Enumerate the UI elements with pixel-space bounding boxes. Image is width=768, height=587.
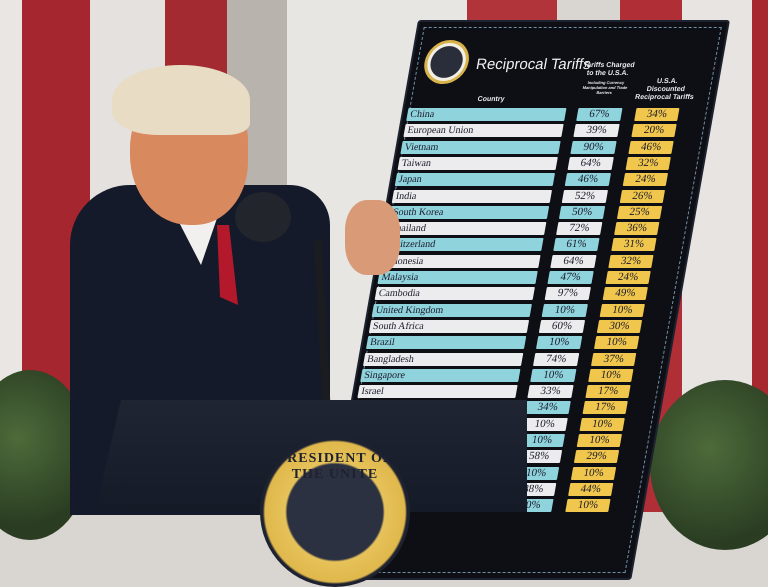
header-charged-group: Tariffs Charged to the U.S.A. Including … xyxy=(577,62,637,95)
discounted-cell: 37% xyxy=(591,352,637,366)
country-cell: South Korea xyxy=(388,205,550,219)
table-row: South Africa 60% 30% xyxy=(365,319,667,334)
table-row: Cambodia 97% 49% xyxy=(370,287,672,301)
charged-cell: 34% xyxy=(524,401,571,415)
discounted-cell: 10% xyxy=(570,466,617,480)
country-cell: Singapore xyxy=(360,368,521,382)
discounted-cell: 10% xyxy=(599,303,645,317)
country-cell: Taiwan xyxy=(397,156,558,170)
charged-cell: 90% xyxy=(570,140,617,154)
country-cell: Thailand xyxy=(386,222,547,236)
discounted-cell: 34% xyxy=(634,108,680,121)
charged-cell: 97% xyxy=(544,287,591,301)
header-country: Country xyxy=(476,96,506,103)
discounted-cell: 44% xyxy=(568,482,614,496)
table-row: Singapore 10% 10% xyxy=(356,368,658,383)
discounted-cell: 25% xyxy=(616,205,663,219)
discounted-cell: 30% xyxy=(596,319,643,333)
country-cell: Indonesia xyxy=(380,254,541,268)
hair xyxy=(112,65,250,135)
table-row: Bangladesh 74% 37% xyxy=(359,352,661,367)
country-cell: China xyxy=(406,108,567,121)
country-cell: United Kingdom xyxy=(371,303,532,317)
discounted-cell: 31% xyxy=(611,238,657,252)
table-row: India 52% 26% xyxy=(388,189,690,204)
charged-cell: 52% xyxy=(561,189,609,203)
seal-text: PRESIDENT OF THE UNITE xyxy=(277,451,393,482)
charged-cell: 74% xyxy=(533,352,580,366)
discounted-cell: 20% xyxy=(631,124,677,138)
discounted-cell: 10% xyxy=(579,417,625,431)
country-cell: Vietnam xyxy=(400,140,561,154)
charged-cell: 33% xyxy=(527,385,574,399)
charged-cell: 61% xyxy=(553,238,600,252)
table-row: South Korea 50% 25% xyxy=(385,205,687,220)
hand xyxy=(345,200,400,275)
table-row: Vietnam 90% 46% xyxy=(396,140,698,155)
table-row: United Kingdom 10% 10% xyxy=(368,303,670,318)
table-row: Brazil 10% 10% xyxy=(362,336,664,350)
discounted-cell: 10% xyxy=(588,368,634,382)
country-cell: Malaysia xyxy=(377,271,538,284)
table-row: Thailand 72% 36% xyxy=(382,222,684,236)
table-row: European Union 39% 20% xyxy=(399,124,701,138)
flag-stripe xyxy=(752,0,768,512)
presidential-seal: PRESIDENT OF THE UNITE xyxy=(260,437,410,587)
country-cell: Brazil xyxy=(365,336,527,350)
country-cell: Cambodia xyxy=(374,287,535,301)
country-cell: Switzerland xyxy=(383,238,544,252)
charged-cell: 72% xyxy=(556,222,603,236)
charged-cell: 10% xyxy=(530,368,577,382)
header-charged-sub: Including Currency Manipulation and Trad… xyxy=(582,80,628,95)
discounted-cell: 32% xyxy=(625,156,671,170)
table-row: Malaysia 47% 24% xyxy=(373,271,675,285)
charged-cell: 60% xyxy=(538,319,586,333)
table-row: Switzerland 61% 31% xyxy=(379,238,681,252)
country-cell: South Africa xyxy=(368,319,530,333)
country-cell: Bangladesh xyxy=(363,352,524,366)
charged-cell: 39% xyxy=(573,124,620,138)
table-row: Japan 46% 24% xyxy=(391,173,693,187)
discounted-cell: 17% xyxy=(585,385,631,399)
discounted-cell: 10% xyxy=(565,499,611,513)
discounted-cell: 36% xyxy=(614,222,660,236)
table-row: Indonesia 64% 32% xyxy=(376,254,678,269)
discounted-cell: 10% xyxy=(576,434,623,447)
header-charged: Tariffs Charged to the U.S.A. xyxy=(582,62,636,77)
country-cell: Japan xyxy=(394,173,555,187)
charged-cell: 47% xyxy=(547,271,594,284)
country-cell: European Union xyxy=(403,124,564,138)
speaker xyxy=(70,65,330,515)
table-row: China 67% 34% xyxy=(402,108,704,122)
discounted-cell: 26% xyxy=(619,189,666,203)
discounted-cell: 32% xyxy=(608,254,654,268)
discounted-cell: 24% xyxy=(605,271,651,284)
charged-cell: 64% xyxy=(550,254,597,268)
country-cell: Israel xyxy=(357,385,518,399)
discounted-cell: 17% xyxy=(582,401,628,415)
discounted-cell: 46% xyxy=(628,140,674,154)
header-discounted: U.S.A. Discounted Reciprocal Tariffs xyxy=(634,78,695,101)
discounted-cell: 10% xyxy=(593,336,640,350)
discounted-cell: 49% xyxy=(602,287,648,301)
table-row: Taiwan 64% 32% xyxy=(393,156,695,171)
charged-cell: 10% xyxy=(521,417,568,431)
table-row: Israel 33% 17% xyxy=(353,385,655,399)
charged-cell: 46% xyxy=(564,173,611,187)
charged-cell: 10% xyxy=(541,303,588,317)
charged-cell: 10% xyxy=(535,336,583,350)
charged-cell: 50% xyxy=(558,205,606,219)
board-title: Reciprocal Tariffs xyxy=(474,56,593,73)
charged-cell: 67% xyxy=(576,108,623,121)
country-cell: India xyxy=(391,189,553,203)
microphone-icon xyxy=(235,192,291,242)
discounted-cell: 29% xyxy=(573,450,620,464)
discounted-cell: 24% xyxy=(622,173,668,187)
charged-cell: 64% xyxy=(567,156,614,170)
